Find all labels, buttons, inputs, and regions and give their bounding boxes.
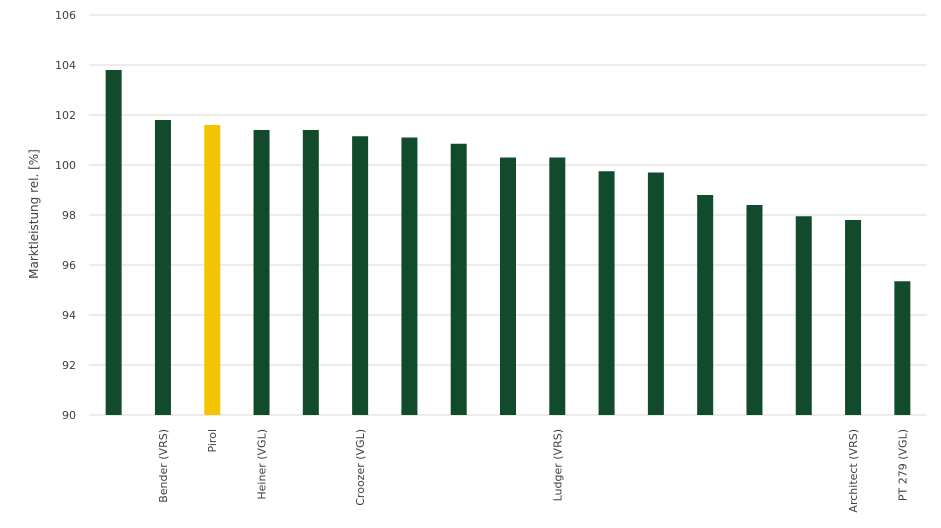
bar (204, 125, 221, 415)
y-tick-label: 100 (55, 159, 76, 172)
y-tick-label: 92 (62, 359, 76, 372)
bar (549, 157, 566, 415)
bar (697, 195, 714, 415)
bar (105, 70, 122, 415)
bar (352, 136, 369, 415)
bar (894, 281, 911, 415)
bar (302, 130, 319, 415)
bar (845, 220, 862, 415)
y-tick-label: 90 (62, 409, 76, 422)
bar (253, 130, 270, 415)
bar (401, 137, 418, 415)
bar (746, 205, 763, 415)
y-tick-label: 106 (55, 9, 76, 22)
x-tick-label: Ludger (VRS) (551, 429, 564, 501)
x-tick-label: Bender (VRS) (157, 429, 170, 503)
x-tick-label: Architect (VRS) (847, 429, 860, 513)
bar (154, 120, 171, 415)
x-tick-label: PT 279 (VGL) (896, 429, 909, 501)
bar (598, 171, 615, 415)
y-tick-label: 102 (55, 109, 76, 122)
x-tick-label: Croozer (VGL) (354, 429, 367, 506)
bar (647, 172, 664, 415)
x-axis-ticks: Bender (VRS) Pirol Heiner (VGL) Croozer (VG… (157, 429, 909, 513)
y-tick-label: 96 (62, 259, 76, 272)
y-tick-label: 98 (62, 209, 76, 222)
y-axis-ticks: 90 92 94 96 98 100 102 104 106 (55, 9, 76, 422)
bar (500, 157, 516, 415)
bars (105, 70, 911, 415)
bar (795, 216, 812, 415)
x-tick-label: Pirol (206, 429, 219, 453)
bar (450, 143, 467, 415)
y-tick-label: 94 (62, 309, 76, 322)
x-tick-label: Heiner (VGL) (256, 429, 269, 500)
y-tick-label: 104 (55, 59, 76, 72)
y-axis-label: Marktleistung rel. [%] (27, 149, 41, 279)
